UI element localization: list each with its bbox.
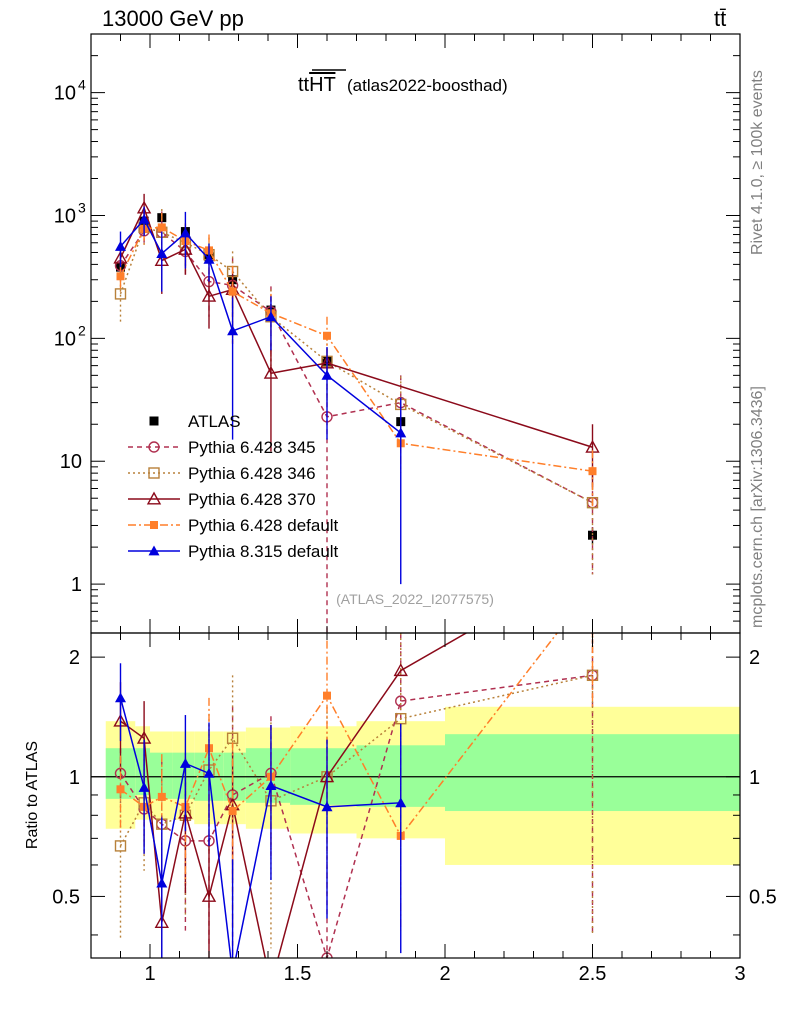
point-marker — [588, 530, 597, 540]
legend-entry: ATLAS — [149, 412, 241, 431]
main-y-tick-label: 10 — [54, 205, 76, 227]
ratio-y-tick-label-right: 2 — [749, 647, 760, 669]
ratio-line — [120, 633, 468, 958]
ratio-y-tick-label-left: 2 — [69, 647, 80, 669]
legend-entry: Pythia 6.428 370 — [128, 490, 316, 509]
band-inner — [150, 752, 173, 799]
point-marker — [265, 311, 277, 322]
ratio-marker — [228, 807, 237, 816]
main-y-tick-label: 1 — [71, 574, 82, 596]
ratio-marker — [156, 877, 168, 888]
point-marker — [586, 496, 599, 509]
ratio-marker — [395, 797, 407, 808]
ratio-marker — [116, 785, 125, 794]
ratio-marker — [395, 712, 407, 725]
x-tick-label: 2 — [439, 963, 450, 985]
legend-marker — [148, 545, 160, 556]
main-y-tick-exponent: 4 — [78, 77, 86, 93]
point-marker — [115, 240, 126, 251]
ratio-marker — [265, 780, 277, 791]
point-marker — [395, 427, 407, 438]
ratio-marker — [393, 663, 408, 677]
legend-marker — [150, 521, 158, 529]
ratio-line — [120, 633, 559, 838]
x-tick-label: 2.5 — [579, 963, 607, 985]
main-y-tick-exponent: 3 — [78, 199, 86, 215]
ratio-marker — [321, 801, 333, 812]
series-line — [119, 226, 593, 472]
ratio-marker — [227, 968, 238, 978]
process-label: tt̄ — [714, 6, 726, 31]
analysis-id: (ATLAS_2022_I2077575) — [336, 591, 494, 607]
point-marker — [203, 253, 215, 264]
legend-label: Pythia 8.315 default — [188, 542, 339, 561]
legend-label: Pythia 6.428 345 — [188, 438, 316, 457]
ratio-marker — [114, 840, 127, 852]
chart-title: ttHT (atlas2022-boosthad) — [298, 74, 508, 96]
ratio-marker — [179, 757, 191, 768]
ratio-marker — [203, 767, 215, 778]
legend-entry: Pythia 6.428 346 — [128, 464, 316, 483]
series-layer — [113, 193, 600, 990]
ratio-marker — [323, 691, 331, 700]
point-marker — [228, 287, 237, 296]
legend-entry: Pythia 8.315 default — [128, 542, 339, 561]
main-y-tick-label: 10 — [60, 451, 82, 473]
ratio-y-tick-label-left: 0.5 — [52, 886, 80, 908]
legend-marker — [149, 416, 159, 426]
ratio-y-tick-label-right: 1 — [749, 767, 760, 789]
rivet-label: Rivet 4.1.0, ≥ 100k events — [749, 70, 766, 255]
point-marker — [588, 467, 597, 476]
main-y-tick-exponent: 2 — [78, 322, 86, 338]
ratio-y-tick-label-right: 0.5 — [749, 886, 777, 908]
ratio-y-tick-label-left: 1 — [69, 767, 80, 789]
point-marker — [138, 213, 150, 224]
point-marker — [227, 325, 239, 336]
ratio-marker — [115, 692, 126, 703]
series-line — [119, 226, 593, 504]
ratio-marker — [138, 781, 150, 792]
legend-entry: Pythia 6.428 default — [128, 516, 339, 535]
legend-marker — [146, 491, 162, 505]
point-marker — [323, 331, 331, 340]
main-y-tick-label: 10 — [54, 328, 76, 350]
legend-label: ATLAS — [188, 412, 241, 431]
legend-label: Pythia 6.428 default — [188, 516, 339, 535]
ratio-marker — [201, 888, 217, 902]
point-marker — [201, 288, 217, 302]
ratio-marker — [589, 583, 597, 591]
legend-label: Pythia 6.428 346 — [188, 464, 316, 483]
point-marker — [179, 227, 191, 238]
series-ratio-pythia-8-315-default — [115, 663, 407, 978]
ratio-line — [119, 674, 593, 958]
x-tick-label: 1 — [144, 963, 155, 985]
ratio-ylabel: Ratio to ATLAS — [24, 741, 41, 849]
point-marker — [157, 223, 166, 232]
title-main: tt — [298, 74, 310, 96]
ratio-marker — [395, 695, 407, 707]
energy-label: 13000 GeV pp — [102, 6, 244, 31]
ratio-marker — [157, 792, 166, 801]
series-main-pythia-8-315-default — [115, 206, 407, 585]
title-suffix: (atlas2022-boosthad) — [347, 76, 508, 95]
point-marker — [156, 248, 168, 258]
ratio-marker — [265, 979, 277, 990]
series-line — [119, 230, 593, 504]
point-marker — [263, 365, 279, 379]
legend-marker — [148, 467, 160, 479]
legend-label: Pythia 6.428 370 — [188, 490, 316, 509]
point-marker — [114, 288, 127, 300]
main-y-tick-label: 10 — [54, 83, 76, 105]
point-marker — [321, 369, 333, 380]
legend: ATLAS Pythia 6.428 345 Pythia 6.428 346 Pyt… — [128, 412, 339, 561]
legend-marker — [148, 441, 160, 453]
x-tick-label: 1.5 — [284, 963, 312, 985]
legend-entry: Pythia 6.428 345 — [128, 438, 316, 457]
title-over: HT — [309, 74, 335, 96]
x-tick-label: 3 — [734, 963, 745, 985]
mcplots-label: mcplots.cern.ch [arXiv:1306.3436] — [749, 386, 766, 628]
point-marker — [116, 272, 125, 281]
